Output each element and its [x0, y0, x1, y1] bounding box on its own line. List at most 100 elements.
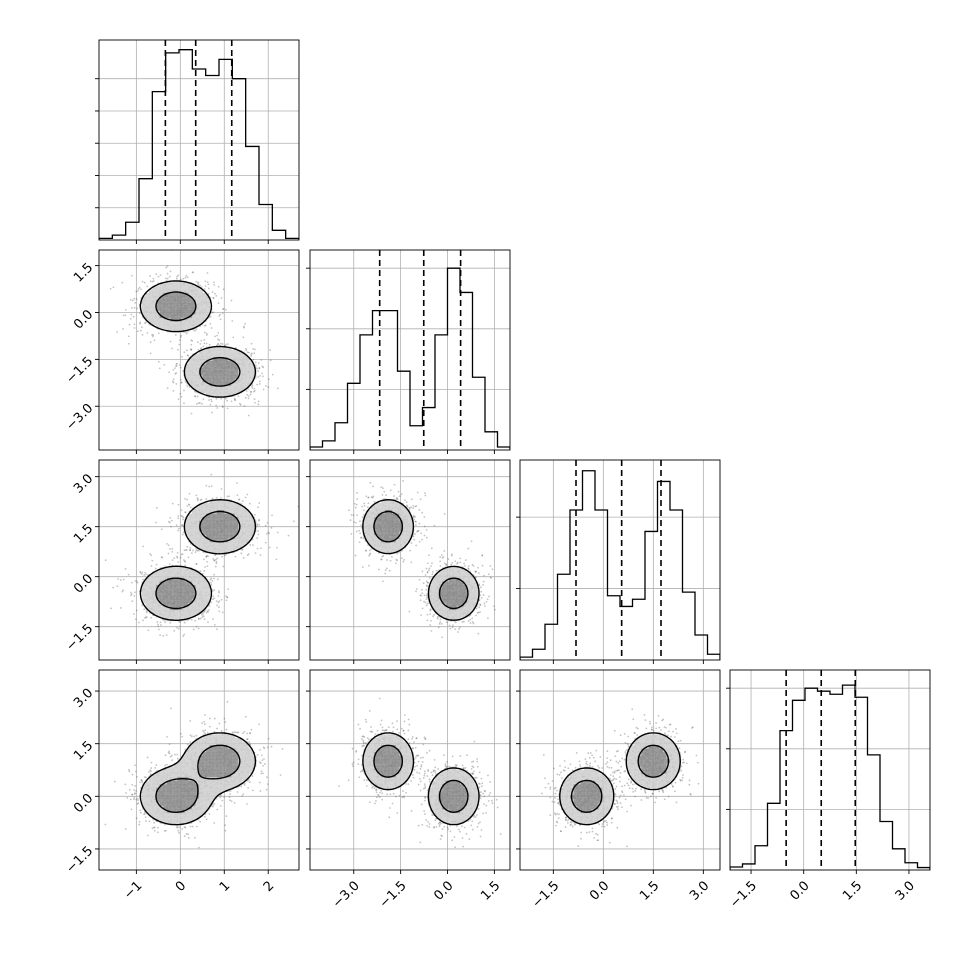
- scatter-point: [427, 569, 430, 572]
- density-cell: [220, 513, 225, 518]
- density-cell: [184, 610, 189, 614]
- scatter-point: [247, 414, 250, 417]
- density-cell: [213, 357, 218, 362]
- scatter-point: [179, 336, 182, 338]
- density-cell: [149, 581, 153, 586]
- density-cell: [220, 538, 225, 543]
- scatter-point: [258, 367, 261, 370]
- density-cell: [191, 364, 196, 369]
- scatter-point: [194, 551, 197, 554]
- density-cell: [191, 285, 196, 290]
- scatter-point: [487, 617, 489, 620]
- scatter-point: [426, 571, 429, 573]
- scatter-point: [169, 340, 172, 343]
- density-cell: [145, 592, 150, 597]
- scatter-point: [230, 400, 233, 403]
- scatter-point: [183, 560, 186, 562]
- scatter-point: [172, 378, 175, 381]
- density-cell: [241, 367, 246, 372]
- density-cell: [174, 307, 178, 312]
- scatter-point: [414, 515, 417, 518]
- scatter-point: [406, 505, 409, 508]
- scatter-point: [133, 297, 136, 300]
- scatter-point: [246, 493, 249, 496]
- scatter-point: [482, 580, 485, 583]
- density-cell: [216, 545, 221, 550]
- density-cell: [177, 303, 182, 308]
- scatter-point: [253, 387, 256, 390]
- scatter-point: [177, 398, 180, 401]
- scatter-point: [353, 502, 356, 505]
- density-cell: [209, 542, 214, 547]
- scatter-point: [124, 308, 127, 311]
- scatter-point: [430, 619, 432, 622]
- density-cell: [188, 382, 193, 387]
- density-cell: [202, 364, 207, 369]
- density-cell: [245, 367, 250, 372]
- scatter-point: [259, 374, 261, 377]
- density-cell: [213, 364, 218, 369]
- scatter-point: [210, 485, 213, 487]
- density-cell: [199, 506, 203, 511]
- scatter-point: [258, 523, 260, 526]
- scatter-point: [236, 482, 238, 484]
- scatter-point: [215, 397, 218, 400]
- density-cell: [238, 535, 243, 539]
- scatter-point: [371, 496, 374, 499]
- density-cell: [220, 517, 225, 522]
- density-cell: [177, 617, 182, 622]
- density-cell: [209, 549, 214, 554]
- scatter-point: [176, 551, 179, 554]
- scatter-point: [257, 370, 260, 372]
- scatter-point: [247, 553, 250, 555]
- scatter-point: [221, 343, 224, 345]
- scatter-point: [155, 506, 158, 509]
- scatter-point: [205, 611, 208, 614]
- scatter-point: [215, 496, 218, 499]
- scatter-point: [226, 596, 229, 599]
- density-cell: [181, 300, 186, 304]
- density-cell: [159, 574, 164, 579]
- density-cell: [188, 300, 193, 304]
- density-cell: [213, 524, 218, 529]
- density-cell: [199, 513, 203, 518]
- density-cell: [367, 517, 372, 522]
- density-cell: [216, 364, 221, 369]
- scatter-point: [474, 576, 477, 579]
- panel-content: [310, 460, 510, 660]
- density-cell: [156, 570, 161, 575]
- density-cell: [166, 314, 171, 319]
- density-cell: [209, 502, 214, 507]
- density-cell: [209, 346, 214, 351]
- density-cell: [199, 296, 203, 301]
- density-cell: [238, 364, 243, 369]
- density-cell: [241, 520, 246, 525]
- scatter-point: [127, 573, 130, 576]
- density-cell: [177, 289, 182, 294]
- scatter-point: [480, 586, 482, 589]
- density-cell: [381, 499, 386, 504]
- scatter-point: [433, 613, 435, 616]
- density-cell: [166, 585, 171, 589]
- scatter-point: [400, 493, 403, 495]
- scatter-point: [216, 334, 218, 337]
- density-cell: [188, 325, 193, 329]
- density-cell: [152, 296, 157, 301]
- density-cell: [234, 510, 239, 514]
- density-cell: [181, 310, 186, 315]
- density-cell: [374, 542, 379, 547]
- scatter-point: [258, 383, 261, 385]
- density-cell: [199, 360, 203, 365]
- scatter-point: [197, 617, 200, 620]
- density-cell: [206, 367, 211, 372]
- scatter-point: [424, 574, 427, 576]
- density-cell: [156, 321, 161, 326]
- scatter-point: [167, 544, 170, 547]
- density-cell: [191, 574, 196, 579]
- scatter-point: [157, 623, 159, 626]
- density-cell: [377, 545, 382, 550]
- density-cell: [220, 535, 225, 539]
- scatter-point: [491, 568, 494, 571]
- scatter-point: [122, 578, 125, 581]
- density-cell: [202, 595, 207, 600]
